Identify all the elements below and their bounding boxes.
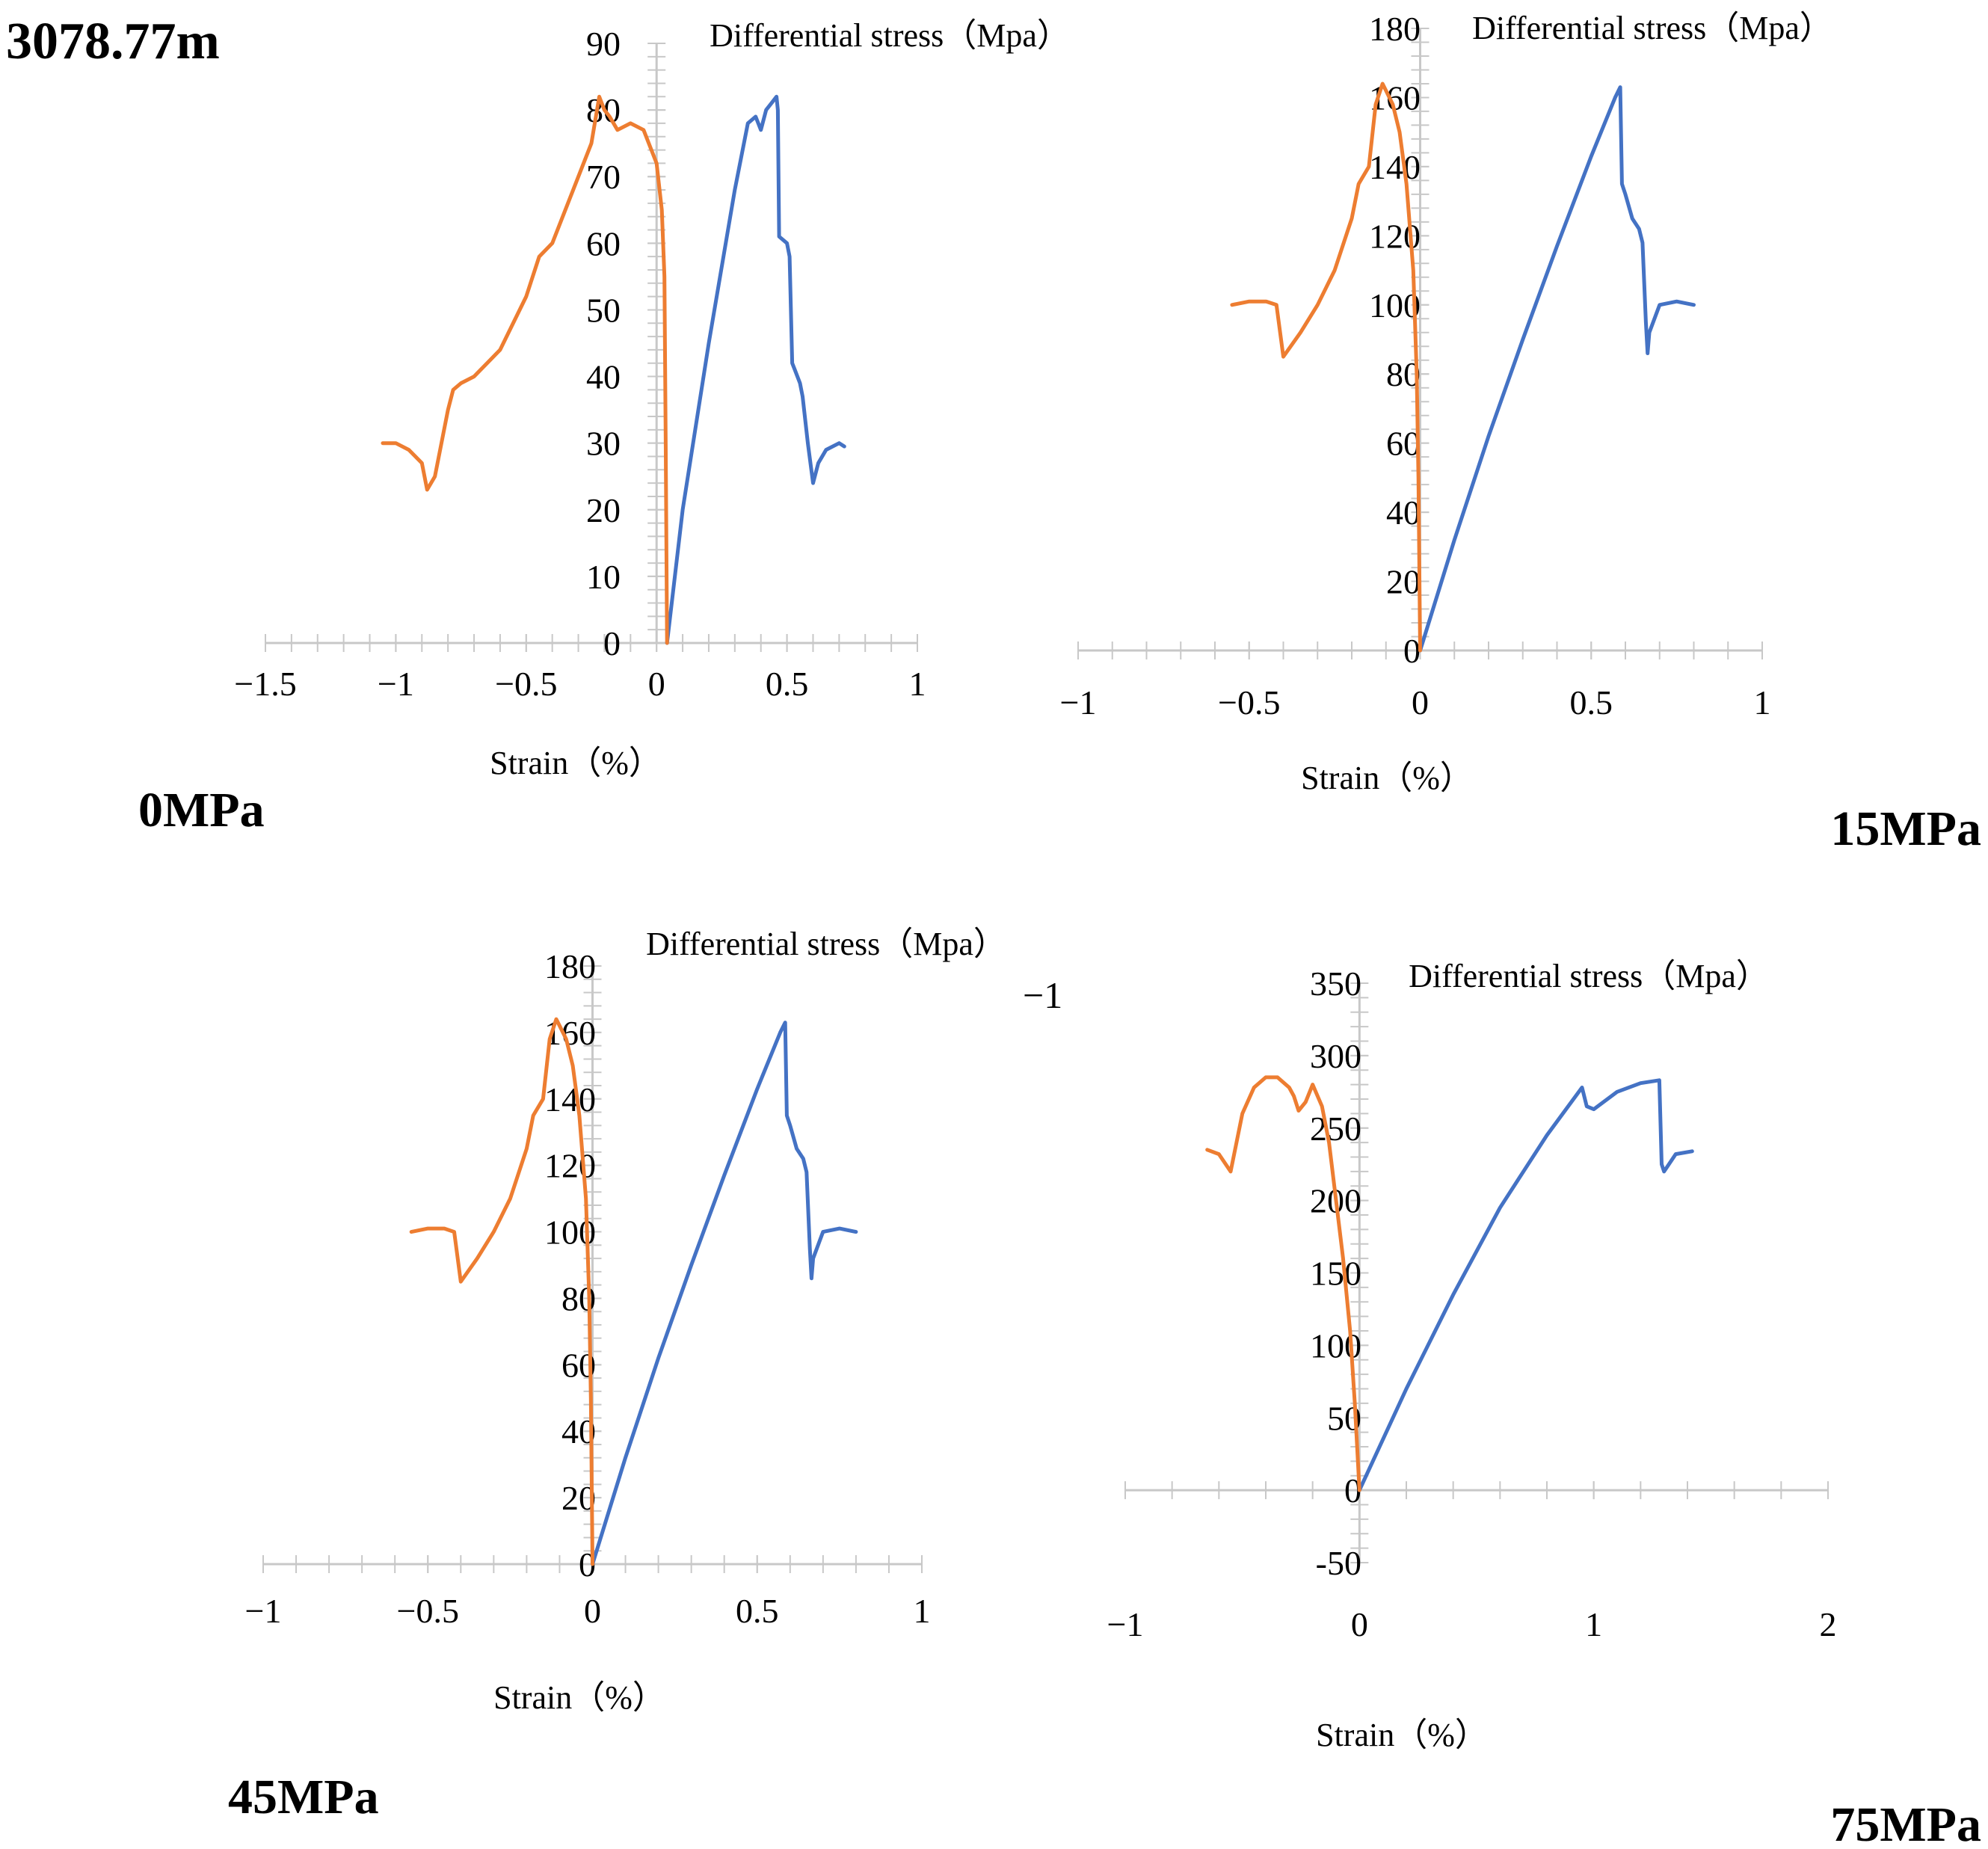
y-tick-label: 50 [586, 291, 621, 329]
y-tick-label: 140 [1369, 148, 1421, 186]
x-tick-label: 0 [648, 665, 665, 703]
y-axis-title: Differential stress（Mpa） [1472, 10, 1832, 46]
radial-strain-series [409, 1017, 594, 1566]
y-tick-label: 60 [586, 224, 621, 262]
y-tick-label: 150 [1310, 1255, 1361, 1293]
radial-strain-series [381, 94, 669, 645]
x-tick-label: 1 [914, 1592, 931, 1630]
confining-pressure-label: 0MPa [138, 783, 265, 837]
chart-panel-75mpa: −1 0 1 2-50050100150200250300350Strain（%）Di… [1107, 958, 1981, 1849]
x-tick-label: 0.5 [1570, 683, 1613, 722]
x-tick-label: −1.5 [234, 665, 296, 703]
y-tick-label: 20 [586, 491, 621, 529]
x-axis-title: Strain（%） [493, 1679, 665, 1716]
y-tick-label: 350 [1310, 965, 1361, 1003]
x-tick-label: 0.5 [766, 665, 809, 703]
x-axis-title: Strain（%） [1301, 760, 1473, 796]
x-tick-label: −0.5 [1218, 683, 1280, 722]
confining-pressure-label: 75MPa [1830, 1797, 1981, 1849]
y-tick-label: 40 [1386, 493, 1421, 532]
y-tick-label: -50 [1316, 1544, 1361, 1582]
y-tick-label: 250 [1310, 1110, 1361, 1148]
y-tick-label: 0 [1403, 632, 1421, 670]
axial-strain-series [665, 94, 846, 645]
y-axis-title: Differential stress（Mpa） [1409, 958, 1769, 994]
y-tick-label: 90 [586, 25, 621, 63]
axial-strain-series [1357, 1078, 1694, 1492]
axial-strain-series [1418, 85, 1696, 653]
x-tick-label: 0 [1351, 1605, 1368, 1643]
x-axis-title: Strain（%） [490, 745, 662, 781]
sample-depth-label: 3078.77m [6, 13, 220, 70]
stray-tick-label: −1 [1023, 974, 1062, 1016]
axial-strain-series [591, 1021, 858, 1566]
x-tick-label: 0 [1412, 683, 1429, 722]
y-tick-label: 40 [586, 358, 621, 396]
chart-panel-15mpa: −1 −0.5 0 0.5 1020406080100120140160180Strai… [1060, 10, 1981, 856]
y-tick-label: 10 [586, 558, 621, 596]
x-tick-label: 1 [909, 665, 926, 703]
y-tick-label: 180 [1369, 10, 1421, 48]
confining-pressure-label: 15MPa [1830, 802, 1981, 856]
confining-pressure-label: 45MPa [228, 1770, 379, 1824]
x-tick-label: 2 [1820, 1605, 1837, 1643]
y-tick-label: 70 [586, 158, 621, 196]
x-tick-label: −1 [245, 1592, 282, 1630]
x-tick-label: −1 [378, 665, 414, 703]
x-tick-label: −0.5 [495, 665, 557, 703]
y-tick-label: 120 [544, 1147, 596, 1185]
radial-strain-series [1230, 81, 1422, 653]
y-tick-label: 60 [1386, 425, 1421, 463]
y-tick-label: 300 [1310, 1037, 1361, 1075]
chart-panel-45mpa: −1 −0.5 0 0.5 1020406080100120140160180Strai… [228, 926, 1006, 1824]
y-tick-label: 100 [1369, 286, 1421, 324]
radial-strain-series [1205, 1075, 1361, 1492]
x-tick-label: −0.5 [397, 1592, 459, 1630]
y-tick-label: 180 [544, 947, 596, 985]
x-axis-title: Strain（%） [1316, 1717, 1488, 1753]
x-tick-label: −1 [1060, 683, 1097, 722]
y-axis-title: Differential stress（Mpa） [710, 17, 1070, 54]
x-tick-label: 0.5 [736, 1592, 779, 1630]
y-axis-title: Differential stress（Mpa） [646, 926, 1006, 962]
y-tick-label: 20 [1386, 563, 1421, 601]
x-tick-label: 1 [1585, 1605, 1602, 1643]
y-tick-label: 30 [586, 425, 621, 463]
x-tick-label: −1 [1107, 1605, 1144, 1643]
y-tick-label: 140 [544, 1080, 596, 1119]
x-tick-label: 0 [584, 1592, 601, 1630]
y-tick-label: 0 [603, 624, 621, 662]
x-tick-label: 1 [1754, 683, 1771, 722]
chart-panel-0mpa: −1.5 −1 −0.5 0 0.5 10102030405060708090Strain… [138, 17, 1070, 837]
